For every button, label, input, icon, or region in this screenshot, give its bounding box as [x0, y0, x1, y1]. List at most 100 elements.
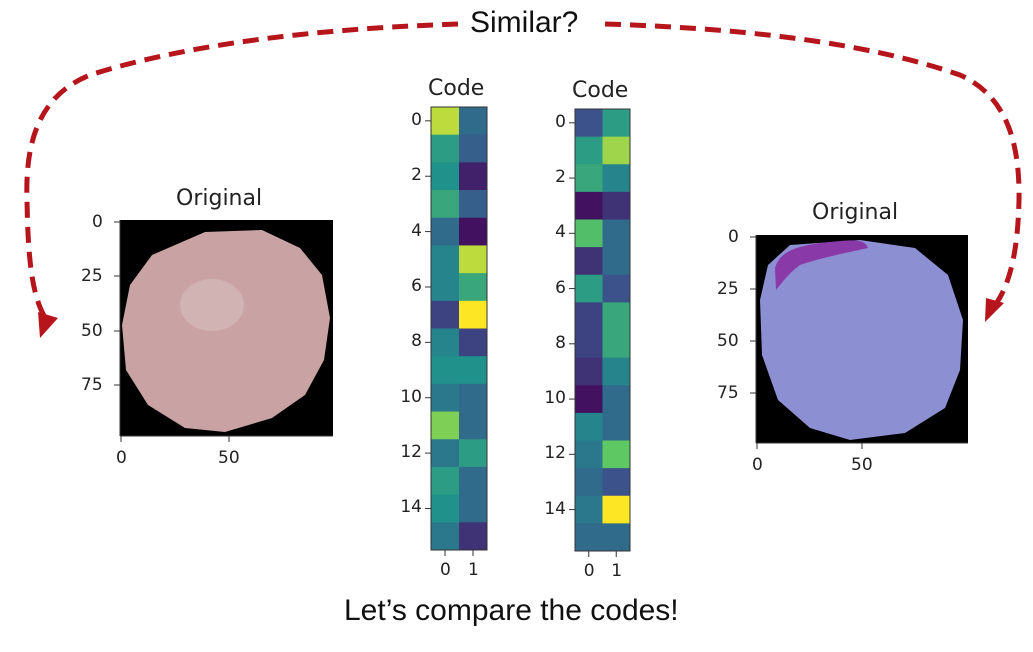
- heatmap-1-cell-r14-c1: [602, 495, 631, 524]
- right-image-title: Original: [812, 200, 899, 225]
- dashed-arrow-right: [604, 21, 1022, 307]
- compare-codes-caption: Let’s compare the codes!: [344, 594, 679, 627]
- heatmap-1-cell-r13-c0: [575, 468, 603, 497]
- heatmap-1-cell-r4-c0: [575, 219, 603, 248]
- heatmap-1-cell-r7-c1: [602, 302, 631, 331]
- heatmap-1-cell-r8-c0: [575, 330, 603, 359]
- heatmap-1-cell-r9-c1: [602, 357, 631, 386]
- heatmap-1-cell-r4-c1: [602, 219, 631, 248]
- dashed-arrow-left: [24, 21, 459, 324]
- heatmap-0-cell-r2-c0: [431, 162, 460, 191]
- heatmap-1-cell-r5-c0: [575, 247, 603, 276]
- heatmap-0-y-tick-8: 8: [411, 331, 422, 352]
- left-y-tick-25: 25: [81, 266, 103, 286]
- heatmap-1-cell-r10-c0: [575, 385, 603, 414]
- left-y-tick-50: 50: [81, 321, 103, 341]
- heatmap-0-cell-r6-c1: [459, 273, 488, 302]
- left-image-plot: [114, 220, 333, 442]
- heatmap-0-cell-r3-c1: [459, 190, 488, 219]
- heatmap-0-cell-r12-c0: [431, 439, 460, 468]
- heatmap-0-cell-r9-c1: [459, 356, 488, 385]
- heatmap-1-cell-r13-c1: [602, 468, 631, 497]
- heatmap-0-y-tick-6: 6: [411, 275, 422, 296]
- heatmap-0-cell-r3-c0: [431, 190, 460, 219]
- heatmap-1-title: Code: [572, 78, 629, 103]
- right-y-tick-0: 0: [728, 227, 739, 247]
- heatmap-1-cell-r7-c0: [575, 302, 603, 331]
- heatmap-0-cell-r8-c0: [431, 328, 460, 357]
- heatmap-1-cell-r6-c0: [575, 274, 603, 303]
- heatmap-1-y-tick-12: 12: [544, 443, 566, 464]
- heatmap-0-y-tick-12: 12: [400, 442, 422, 463]
- heatmap-0-cell-r11-c1: [459, 411, 488, 440]
- heatmap-0-cell-r8-c1: [459, 328, 488, 357]
- heatmap-0-cell-r13-c1: [459, 466, 488, 496]
- heatmap-1-cell-r12-c0: [575, 440, 603, 469]
- heatmap-1-y-tick-4: 4: [555, 222, 566, 243]
- heatmap-0-x-tick-0: 0: [440, 560, 451, 580]
- heatmap-1-y-tick-6: 6: [555, 277, 566, 298]
- code-heatmap-left: [425, 106, 488, 556]
- heatmap-1-cell-r9-c0: [575, 357, 603, 386]
- heatmap-1-cell-r1-c0: [575, 136, 603, 165]
- heatmap-1-cell-r11-c0: [575, 412, 603, 441]
- heatmap-0-y-tick-2: 2: [411, 165, 422, 186]
- heatmap-1-cell-r0-c0: [575, 109, 603, 138]
- heatmap-1-x-tick-0: 0: [583, 561, 595, 581]
- heatmap-1-y-tick-10: 10: [544, 388, 566, 409]
- similarity-arrows: [24, 21, 1022, 338]
- heatmap-0-cell-r0-c0: [431, 107, 460, 136]
- heatmap-1-cell-r8-c1: [602, 330, 631, 359]
- left-y-tick-75: 75: [81, 375, 103, 395]
- heatmap-0-cell-r12-c1: [459, 439, 488, 468]
- left-y-tick-0: 0: [92, 212, 103, 232]
- right-y-tick-75: 75: [717, 383, 739, 403]
- heatmap-1-cell-r2-c1: [602, 164, 631, 193]
- right-y-tick-25: 25: [717, 279, 739, 299]
- heatmap-0-cell-r14-c0: [431, 494, 460, 523]
- heatmap-0-cell-r9-c0: [431, 356, 460, 385]
- heatmap-0-cell-r10-c0: [431, 383, 460, 412]
- heatmap-0-cell-r11-c0: [431, 411, 460, 440]
- heatmap-0-cell-r14-c1: [459, 494, 488, 523]
- heatmap-0-cell-r1-c1: [459, 134, 488, 163]
- heatmap-0-frame: [430, 106, 488, 551]
- heatmap-1-y-tick-0: 0: [555, 111, 566, 132]
- heatmap-1-cell-r14-c0: [575, 495, 603, 524]
- heatmap-1-cell-r15-c0: [575, 523, 603, 552]
- heatmap-0-cell-r5-c0: [431, 245, 460, 274]
- heatmap-1-cell-r15-c1: [602, 523, 631, 552]
- left-image-title: Original: [176, 186, 263, 211]
- right-cell-stain: [775, 240, 868, 290]
- heatmap-0-cell-r1-c0: [431, 134, 460, 163]
- heatmap-0-cell-r5-c1: [459, 245, 488, 274]
- heatmap-0-y-tick-10: 10: [400, 386, 422, 407]
- heatmap-0-cell-r4-c1: [459, 217, 488, 246]
- heatmap-1-cell-r10-c1: [602, 385, 631, 414]
- heatmap-0-cell-r13-c0: [431, 466, 460, 496]
- right-cell-image: [760, 240, 963, 440]
- heatmap-0-cell-r7-c1: [459, 300, 488, 329]
- heatmap-0-cell-r7-c0: [431, 300, 460, 329]
- heatmap-1-y-tick-8: 8: [555, 332, 566, 353]
- heatmap-1-cell-r12-c1: [602, 440, 631, 469]
- similar-question-label: Similar?: [470, 6, 579, 39]
- heatmap-0-cell-r10-c1: [459, 383, 488, 412]
- heatmap-1-cell-r1-c1: [602, 136, 631, 165]
- heatmap-1-y-tick-2: 2: [555, 167, 566, 188]
- heatmap-0-cell-r2-c1: [459, 162, 488, 191]
- heatmap-0-title: Code: [428, 76, 485, 101]
- right-image-plot: [750, 235, 968, 449]
- heatmap-1-cell-r3-c1: [602, 191, 631, 220]
- left-x-tick-0: 0: [116, 448, 127, 468]
- heatmap-0-cell-r6-c0: [431, 273, 460, 302]
- heatmap-0-y-tick-14: 14: [400, 497, 422, 518]
- arrowhead-left-icon: [38, 312, 58, 338]
- left-cell-image: [122, 230, 330, 432]
- right-x-tick-0: 0: [752, 455, 763, 475]
- heatmap-0-cell-r4-c0: [431, 217, 460, 246]
- arrowhead-right-icon: [985, 298, 1004, 322]
- heatmap-0-cell-r15-c1: [459, 522, 488, 551]
- heatmap-1-cell-r6-c1: [602, 274, 631, 303]
